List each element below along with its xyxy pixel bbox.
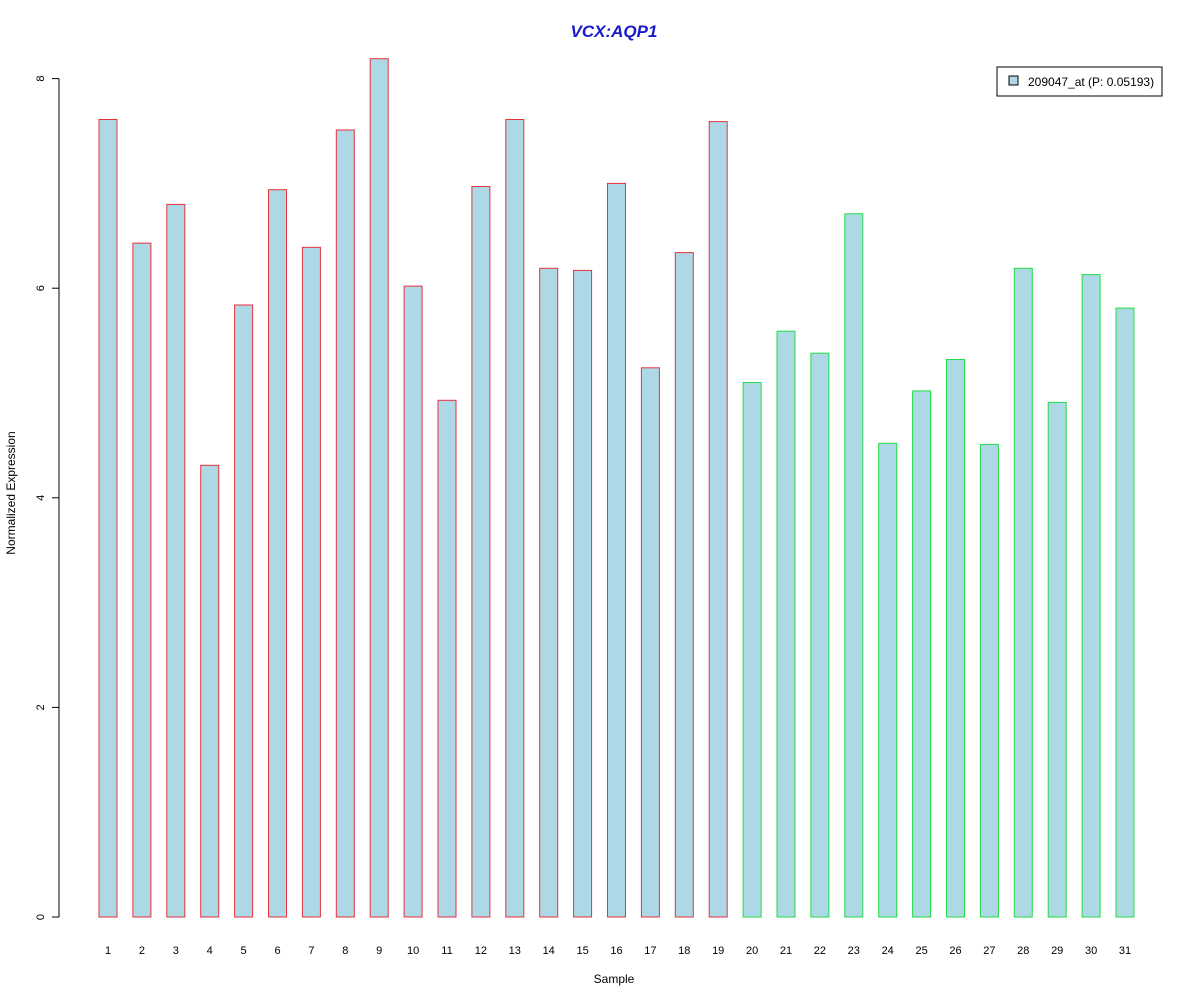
y-tick-label: 0 bbox=[35, 914, 47, 920]
bar bbox=[810, 352, 830, 918]
bar bbox=[369, 58, 389, 918]
x-axis-tick-labels: 1 2 3 4 5 6 7 8 9 10 11 12 13 14 15 16 17 18 19 20 21 22 23 24 2… bbox=[105, 945, 1131, 957]
bar bbox=[166, 203, 186, 918]
x-tick-label: 16 bbox=[610, 945, 622, 957]
bar bbox=[1115, 307, 1135, 918]
bar bbox=[471, 186, 491, 918]
bar bbox=[437, 399, 457, 918]
x-tick-label: 3 bbox=[173, 945, 179, 957]
x-tick-label: 31 bbox=[1119, 945, 1131, 957]
x-tick-label: 15 bbox=[576, 945, 588, 957]
x-tick-label: 28 bbox=[1017, 945, 1029, 957]
x-tick-label: 30 bbox=[1085, 945, 1097, 957]
bar bbox=[200, 464, 220, 918]
y-tick-label: 6 bbox=[35, 285, 47, 291]
bar bbox=[573, 269, 593, 918]
x-tick-label: 26 bbox=[949, 945, 961, 957]
bar bbox=[1081, 274, 1101, 918]
x-tick-label: 17 bbox=[644, 945, 656, 957]
legend: 209047_at (P: 0.05193) bbox=[996, 66, 1163, 97]
x-tick-label: 27 bbox=[983, 945, 995, 957]
bar bbox=[979, 443, 999, 918]
bar bbox=[234, 304, 254, 918]
bar bbox=[301, 246, 321, 918]
bar bbox=[1047, 401, 1067, 918]
bar bbox=[1013, 267, 1033, 918]
x-tick-label: 9 bbox=[376, 945, 382, 957]
bars bbox=[98, 58, 1135, 918]
x-tick-label: 13 bbox=[509, 945, 521, 957]
x-tick-label: 19 bbox=[712, 945, 724, 957]
bar bbox=[335, 129, 355, 918]
x-axis-label: Sample bbox=[594, 972, 635, 986]
x-tick-label: 7 bbox=[308, 945, 314, 957]
legend-swatch bbox=[1008, 75, 1019, 86]
x-tick-label: 11 bbox=[441, 945, 452, 957]
x-tick-label: 1 bbox=[105, 945, 111, 957]
bar bbox=[844, 213, 864, 918]
legend-label: 209047_at (P: 0.05193) bbox=[1028, 75, 1154, 89]
bar bbox=[403, 285, 423, 918]
x-tick-label: 12 bbox=[475, 945, 487, 957]
x-tick-label: 18 bbox=[678, 945, 690, 957]
bar bbox=[674, 252, 694, 918]
y-axis-label: Normalized Expression bbox=[4, 431, 18, 554]
bar bbox=[640, 367, 660, 918]
legend-box bbox=[996, 66, 1163, 97]
bar bbox=[776, 330, 796, 918]
x-tick-label: 22 bbox=[814, 945, 826, 957]
bar bbox=[539, 267, 559, 918]
y-tick-label: 8 bbox=[35, 76, 47, 82]
bar bbox=[98, 119, 118, 918]
x-tick-label: 14 bbox=[543, 945, 555, 957]
bar bbox=[607, 182, 626, 918]
x-tick-label: 6 bbox=[274, 945, 280, 957]
x-tick-label: 20 bbox=[746, 945, 758, 957]
x-tick-label: 21 bbox=[780, 945, 792, 957]
bar bbox=[742, 382, 762, 918]
y-tick-label: 2 bbox=[35, 704, 47, 710]
x-tick-label: 4 bbox=[207, 945, 213, 957]
x-tick-label: 2 bbox=[139, 945, 145, 957]
bar bbox=[268, 189, 287, 918]
y-tick-label: 4 bbox=[35, 495, 47, 501]
bar bbox=[708, 121, 728, 918]
bar bbox=[132, 242, 152, 918]
x-tick-label: 23 bbox=[848, 945, 860, 957]
x-tick-label: 5 bbox=[241, 945, 247, 957]
x-tick-label: 29 bbox=[1051, 945, 1063, 957]
bar bbox=[505, 119, 525, 918]
y-axis: 0 2 4 6 8 bbox=[35, 76, 60, 920]
x-tick-label: 24 bbox=[882, 945, 894, 957]
chart-title: VCX:AQP1 bbox=[571, 22, 658, 41]
x-tick-label: 10 bbox=[407, 945, 419, 957]
bar bbox=[912, 390, 932, 918]
bar bbox=[946, 359, 965, 918]
bar bbox=[878, 442, 898, 918]
x-tick-label: 8 bbox=[342, 945, 348, 957]
x-tick-label: 25 bbox=[915, 945, 927, 957]
